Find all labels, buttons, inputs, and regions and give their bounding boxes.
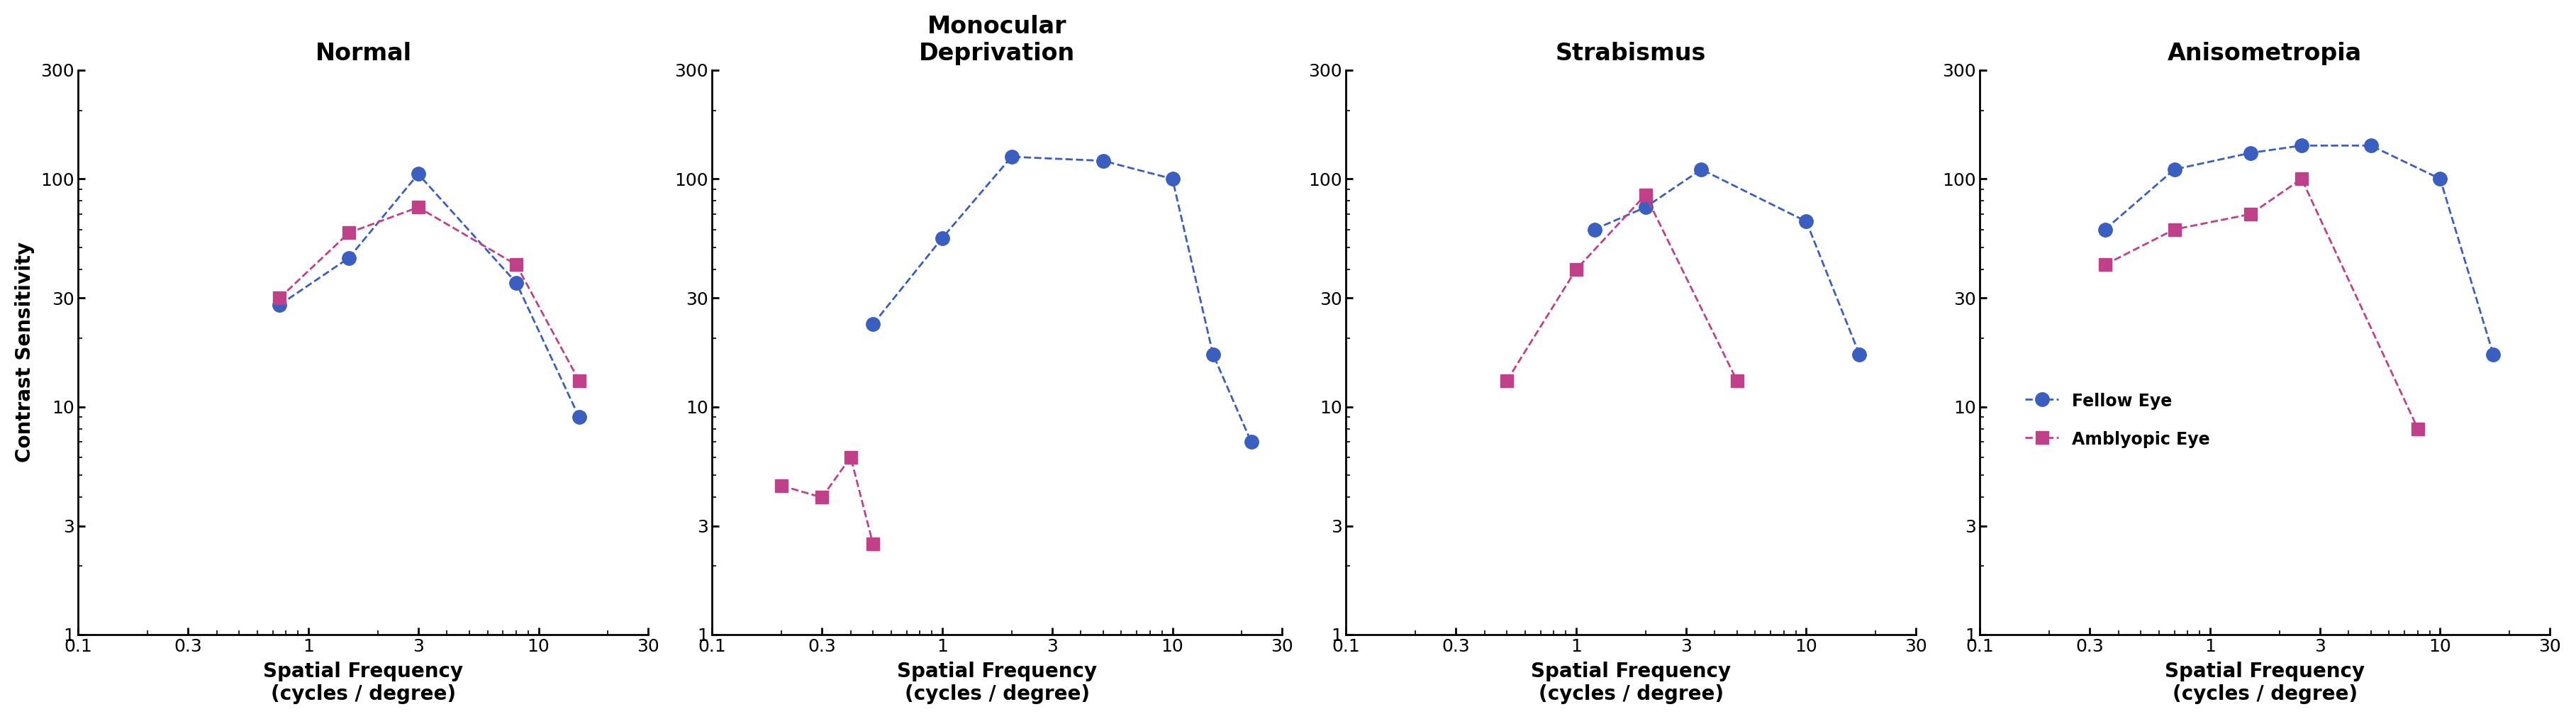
Amblyopic Eye (1721, 377, 1752, 385)
Fellow Eye (2354, 141, 2385, 150)
Fellow Eye (2159, 165, 2190, 174)
Amblyopic Eye (500, 260, 531, 269)
Fellow Eye (1631, 203, 1662, 211)
Fellow Eye (500, 278, 531, 287)
X-axis label: Spatial Frequency
(cycles / degree): Spatial Frequency (cycles / degree) (1530, 661, 1731, 704)
Line: Fellow Eye: Fellow Eye (1587, 162, 1865, 361)
Fellow Eye (858, 320, 889, 329)
Amblyopic Eye (402, 203, 433, 211)
X-axis label: Spatial Frequency
(cycles / degree): Spatial Frequency (cycles / degree) (263, 661, 464, 704)
Fellow Eye (2285, 141, 2316, 150)
Fellow Eye (1087, 157, 1118, 165)
Fellow Eye (2236, 149, 2267, 157)
Fellow Eye (1198, 350, 1229, 359)
Line: Fellow Eye: Fellow Eye (866, 150, 1257, 449)
Amblyopic Eye (2403, 424, 2434, 433)
Fellow Eye (997, 152, 1028, 161)
Amblyopic Eye (2159, 225, 2190, 234)
Fellow Eye (2478, 350, 2509, 359)
Fellow Eye (564, 413, 595, 421)
Amblyopic Eye (2236, 210, 2267, 219)
Fellow Eye (1236, 438, 1267, 446)
Fellow Eye (1685, 165, 1716, 174)
Legend: Fellow Eye, Amblyopic Eye: Fellow Eye, Amblyopic Eye (2017, 384, 2218, 457)
Amblyopic Eye (2089, 260, 2120, 269)
Line: Amblyopic Eye: Amblyopic Eye (1499, 188, 1744, 387)
Line: Amblyopic Eye: Amblyopic Eye (2099, 173, 2424, 435)
Amblyopic Eye (1631, 191, 1662, 199)
X-axis label: Spatial Frequency
(cycles / degree): Spatial Frequency (cycles / degree) (2164, 661, 2365, 704)
Fellow Eye (1157, 175, 1188, 183)
Amblyopic Eye (265, 293, 296, 302)
Amblyopic Eye (765, 482, 796, 490)
Fellow Eye (2424, 175, 2455, 183)
X-axis label: Spatial Frequency
(cycles / degree): Spatial Frequency (cycles / degree) (896, 661, 1097, 704)
Amblyopic Eye (564, 377, 595, 385)
Fellow Eye (1844, 350, 1875, 359)
Title: Monocular
Deprivation: Monocular Deprivation (920, 15, 1074, 65)
Fellow Eye (1579, 225, 1610, 234)
Amblyopic Eye (858, 539, 889, 548)
Amblyopic Eye (2285, 175, 2316, 183)
Amblyopic Eye (1561, 265, 1592, 274)
Fellow Eye (265, 301, 296, 309)
Title: Normal: Normal (314, 42, 412, 65)
Line: Fellow Eye: Fellow Eye (2099, 139, 2501, 361)
Fellow Eye (332, 254, 363, 262)
Line: Amblyopic Eye: Amblyopic Eye (775, 451, 878, 550)
Amblyopic Eye (835, 453, 866, 462)
Amblyopic Eye (806, 493, 837, 502)
Fellow Eye (402, 170, 433, 178)
Line: Amblyopic Eye: Amblyopic Eye (273, 201, 585, 387)
Title: Anisometropia: Anisometropia (2169, 42, 2362, 65)
Fellow Eye (927, 234, 958, 242)
Fellow Eye (1790, 217, 1821, 226)
Title: Strabismus: Strabismus (1556, 42, 1705, 65)
Fellow Eye (2089, 225, 2120, 234)
Y-axis label: Contrast Sensitivity: Contrast Sensitivity (15, 242, 33, 462)
Line: Fellow Eye: Fellow Eye (273, 167, 585, 424)
Amblyopic Eye (1492, 377, 1522, 385)
Amblyopic Eye (332, 229, 363, 237)
